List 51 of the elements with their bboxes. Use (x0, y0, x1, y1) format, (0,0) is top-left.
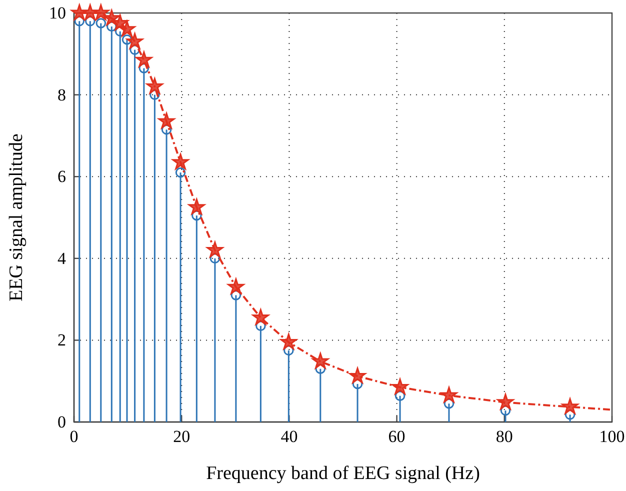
point (106, 21, 117, 32)
point (206, 242, 224, 258)
point (161, 124, 172, 135)
point (256, 320, 266, 331)
point (210, 253, 220, 264)
point (497, 394, 514, 410)
point (138, 63, 150, 74)
point (192, 210, 202, 221)
point (500, 405, 511, 416)
point (444, 398, 454, 409)
point (284, 345, 294, 356)
point (228, 278, 244, 294)
point (92, 4, 110, 20)
point (82, 4, 98, 20)
y-tick-label: 8 (58, 85, 66, 104)
point (96, 18, 106, 28)
y-tick-label: 4 (58, 248, 66, 268)
point (118, 20, 136, 36)
x-axis-title: Frequency band of EEG signal (Hz) (206, 463, 480, 484)
point (85, 16, 96, 26)
y-tick-label: 10 (49, 3, 66, 22)
x-tick-label: 0 (70, 427, 78, 446)
point (126, 32, 144, 49)
point (562, 398, 578, 414)
point (312, 352, 329, 369)
point (349, 368, 366, 384)
point (130, 44, 140, 55)
point (146, 78, 163, 94)
point (136, 51, 152, 68)
point (440, 386, 458, 403)
x-tick-label: 60 (388, 427, 406, 446)
point (158, 112, 175, 129)
point (252, 309, 269, 325)
point (394, 390, 406, 401)
x-tick-label: 100 (599, 427, 625, 446)
x-tick-label: 40 (280, 427, 298, 446)
x-tick-label: 80 (496, 427, 513, 446)
point (74, 16, 84, 26)
point (150, 90, 160, 100)
y-axis-title: EEG signal amplitude (6, 134, 27, 302)
point (122, 34, 132, 45)
point (392, 378, 408, 394)
x-tick-label: 20 (173, 427, 190, 446)
point (172, 154, 189, 170)
point (230, 290, 242, 300)
y-tick-label: 0 (58, 412, 66, 432)
point (280, 334, 297, 350)
y-tick-label: 2 (58, 330, 66, 350)
point (175, 167, 186, 178)
y-tick-label: 6 (58, 167, 66, 186)
point (188, 198, 205, 214)
